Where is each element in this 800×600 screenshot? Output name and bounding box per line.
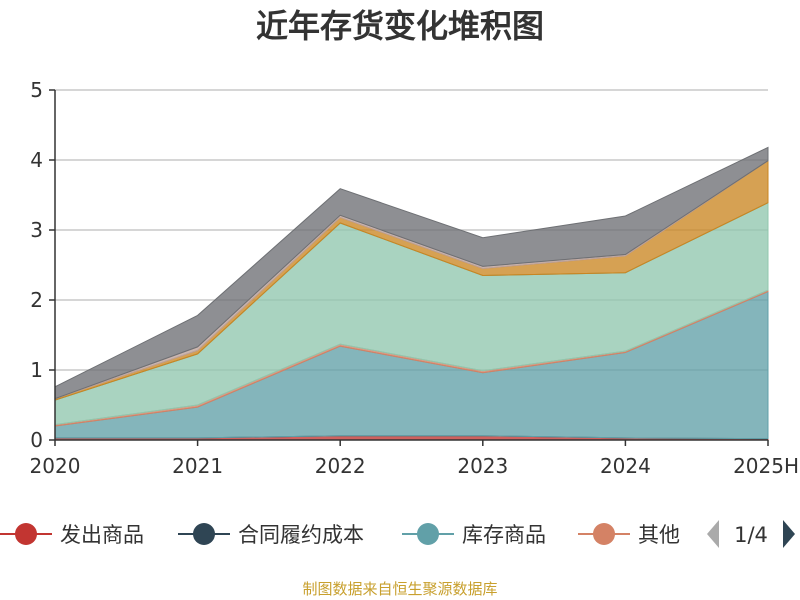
x-tick-label: 2020 — [30, 454, 81, 478]
legend-item-1[interactable]: 合同履约成本 — [178, 523, 364, 547]
legend-item-3[interactable]: 其他 — [578, 523, 680, 547]
x-tick-label: 2025H — [733, 454, 799, 478]
area-series — [54, 146, 769, 441]
y-tick-label: 3 — [30, 218, 43, 242]
area-series-8 — [54, 146, 769, 400]
y-tick-label: 4 — [30, 148, 43, 172]
legend-item-0[interactable]: 发出商品 — [0, 523, 144, 547]
y-tick-label: 0 — [30, 428, 43, 452]
x-tick-label: 2021 — [172, 454, 223, 478]
y-tick-label: 5 — [30, 78, 43, 102]
legend: 发出商品 合同履约成本 库存商品 其他 — [0, 523, 680, 547]
axes: 0 1 2 3 4 5 2020 2021 2022 2023 2024 2025H — [30, 78, 799, 478]
x-tick-label: 2023 — [457, 454, 508, 478]
legend-marker — [193, 523, 215, 545]
legend-marker — [593, 523, 615, 545]
next-page-icon[interactable] — [783, 520, 795, 548]
legend-pager: 1/4 — [707, 520, 795, 548]
data-source-note: 制图数据来自恒生聚源数据库 — [302, 580, 497, 598]
chart-title: 近年存货变化堆积图 — [256, 7, 544, 45]
legend-item-2[interactable]: 库存商品 — [402, 523, 546, 547]
legend-page-indicator: 1/4 — [734, 523, 768, 547]
legend-label: 其他 — [638, 523, 680, 547]
legend-label: 合同履约成本 — [238, 523, 364, 547]
x-tick-label: 2022 — [315, 454, 366, 478]
legend-label: 发出商品 — [60, 523, 144, 547]
x-tick-label: 2024 — [600, 454, 651, 478]
prev-page-icon[interactable] — [707, 520, 719, 548]
y-tick-label: 1 — [30, 358, 43, 382]
legend-label: 库存商品 — [462, 523, 546, 547]
legend-marker — [417, 523, 439, 545]
y-tick-label: 2 — [30, 288, 43, 312]
legend-marker — [15, 523, 37, 545]
